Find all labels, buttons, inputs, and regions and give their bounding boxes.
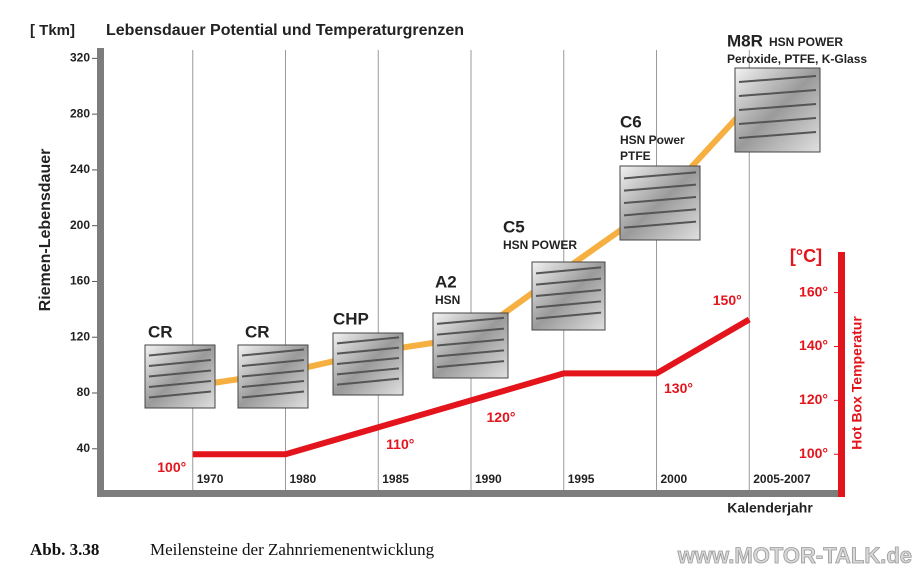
belt-tooth xyxy=(336,377,400,386)
belt-tooth xyxy=(336,336,400,345)
milestone-title: C6 xyxy=(620,112,642,131)
temperature-label: 150° xyxy=(713,292,742,308)
y-tick-label: 40 xyxy=(77,441,91,455)
y-axis-title: Riemen-Lebensdauer xyxy=(37,149,54,312)
belt-tooth xyxy=(241,359,305,367)
milestone-title: A2 xyxy=(435,272,457,291)
milestone-title: M8R xyxy=(727,31,763,50)
belt-tooth xyxy=(436,338,505,347)
milestone-detail: Peroxide, PTFE, K-Glass xyxy=(727,52,867,66)
y2-tick-label: 140° xyxy=(799,337,828,353)
y2-axis-title: Hot Box Temperatur xyxy=(849,316,865,450)
x-tick-label: 1980 xyxy=(290,472,317,486)
belt-tooth xyxy=(241,390,305,399)
milestone-detail: HSN POWER xyxy=(769,35,843,49)
milestone-detail: HSN Power xyxy=(620,133,685,147)
chart-title: Lebensdauer Potential und Temperaturgren… xyxy=(106,22,464,39)
x-tick-label: 1985 xyxy=(382,472,409,486)
belt-tooth xyxy=(436,316,505,325)
temperature-label: 100° xyxy=(157,459,186,475)
belt-tooth xyxy=(336,357,400,365)
temperature-label: 120° xyxy=(487,409,516,425)
belt-tooth xyxy=(623,183,697,192)
belt-tooth xyxy=(535,277,602,286)
belt-tooth xyxy=(535,266,602,275)
belt-tooth xyxy=(535,300,602,309)
y-tick-label: 80 xyxy=(77,385,91,399)
column-lines xyxy=(192,50,750,492)
belt-tooth xyxy=(623,196,697,204)
belt-tooth xyxy=(535,289,602,297)
y-tick-label: 280 xyxy=(70,106,90,120)
y-tick-label: 320 xyxy=(70,51,90,65)
belt-tooth xyxy=(336,367,400,376)
y2-tick-label: 120° xyxy=(799,391,828,407)
belt-tooth xyxy=(738,75,817,83)
belt-tooth xyxy=(241,348,305,357)
y2-tick-label: 160° xyxy=(799,283,828,299)
y-axis-bar xyxy=(97,48,104,497)
temperature-label: 130° xyxy=(664,380,693,396)
milestone-title: C5 xyxy=(503,217,525,236)
x-axis-title: Kalenderjahr xyxy=(727,500,813,516)
x-tick-label: 2000 xyxy=(661,472,688,486)
y-tick-label: 120 xyxy=(70,329,90,343)
belt-tooth xyxy=(148,369,212,378)
belt-tooth xyxy=(738,103,817,111)
milestone-title: CR xyxy=(245,322,270,341)
x-tick-label: 1990 xyxy=(475,472,502,486)
y-tick-label: 240 xyxy=(70,162,90,176)
belt-tooth xyxy=(623,220,697,229)
temperature-line xyxy=(192,316,751,458)
belt-tooth xyxy=(623,208,697,217)
belt-tooth xyxy=(738,117,817,125)
temperature-label: 110° xyxy=(386,436,414,452)
belt-tooth xyxy=(436,327,505,336)
y-tick-label: 160 xyxy=(70,274,90,288)
belt-tooth xyxy=(241,369,305,378)
belt-tooth xyxy=(241,380,305,388)
milestone-detail: HSN xyxy=(435,293,460,307)
belt-tooth xyxy=(623,171,697,180)
belt-tooth xyxy=(738,89,817,97)
x-tick-label: 1970 xyxy=(197,472,224,486)
milestone-detail: PTFE xyxy=(620,149,651,163)
milestone-title: CR xyxy=(148,322,173,341)
belt-tooth xyxy=(148,390,212,399)
y-tick-label: 200 xyxy=(70,218,90,232)
belt-tooth xyxy=(148,380,212,388)
caption-text: Meilensteine der Zahnriemenentwicklung xyxy=(150,540,435,559)
x-tick-label: 1995 xyxy=(568,472,595,486)
milestone-title: CHP xyxy=(333,309,369,328)
belt-tooth xyxy=(738,131,817,139)
milestone-detail: HSN POWER xyxy=(503,238,577,252)
belt-tooth xyxy=(436,349,505,358)
y-unit: [ Tkm] xyxy=(30,22,75,39)
y2-tick-label: 100° xyxy=(799,445,828,461)
caption-number: Abb. 3.38 xyxy=(30,540,99,559)
y2-axis-bar xyxy=(838,252,845,497)
watermark: www.MOTOR-TALK.de xyxy=(677,543,912,568)
y2-unit: [°C] xyxy=(790,246,822,266)
x-axis-bar xyxy=(97,490,845,497)
x-tick-label: 2005-2007 xyxy=(753,472,811,486)
belt-tooth xyxy=(436,360,505,369)
belt-tooth xyxy=(148,359,212,367)
belt-tooth xyxy=(535,311,602,320)
belt-tooth xyxy=(148,348,212,357)
belt-tooth xyxy=(336,346,400,355)
